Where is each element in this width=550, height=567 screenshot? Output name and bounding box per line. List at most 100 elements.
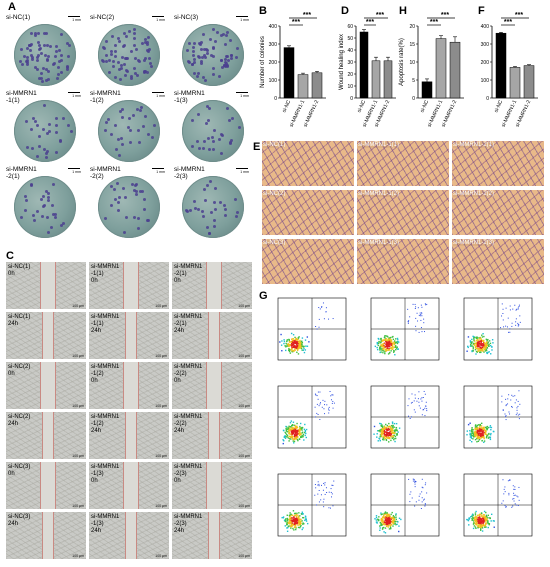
- significance-label: ***: [366, 19, 374, 26]
- event-dot: [383, 435, 386, 437]
- y-tick-label: 200: [481, 60, 490, 66]
- event-dot: [396, 346, 399, 348]
- significance-label: ***: [504, 19, 512, 26]
- event-dot: [414, 411, 416, 413]
- event-dot: [290, 523, 292, 526]
- event-dot: [480, 524, 482, 527]
- event-dot: [385, 428, 387, 430]
- event-dot: [333, 402, 335, 404]
- event-dot: [388, 347, 390, 349]
- event-dot: [478, 340, 481, 343]
- event-dot: [284, 435, 286, 437]
- event-dot: [380, 341, 382, 343]
- flow-plot: [463, 297, 533, 361]
- event-dot: [479, 519, 481, 521]
- event-dot: [482, 339, 485, 342]
- event-dot: [484, 342, 487, 345]
- event-dot: [382, 526, 385, 529]
- event-dot: [471, 433, 473, 435]
- event-dot: [296, 437, 298, 439]
- event-dot: [381, 435, 383, 437]
- event-dot: [377, 518, 380, 521]
- event-dot: [476, 438, 478, 440]
- event-dot: [293, 435, 296, 438]
- y-tick-label: 200: [269, 60, 278, 66]
- event-dot: [390, 436, 393, 438]
- event-dot: [300, 518, 302, 521]
- event-dot: [414, 397, 416, 399]
- event-dot: [395, 516, 397, 518]
- event-dot: [387, 432, 390, 434]
- event-dot: [414, 394, 416, 396]
- event-dot: [390, 339, 392, 341]
- event-dot: [375, 516, 378, 519]
- event-dot: [303, 347, 305, 350]
- wound-image-label: si-MMRN1 -2(3) 0h: [174, 464, 203, 484]
- event-dot: [472, 523, 475, 525]
- event-dot: [475, 520, 478, 522]
- event-dot: [426, 303, 428, 305]
- event-dot: [472, 342, 475, 345]
- event-dot: [283, 340, 286, 343]
- event-dot: [321, 484, 323, 486]
- event-dot: [484, 349, 487, 351]
- event-dot: [397, 341, 400, 343]
- event-dot: [301, 435, 303, 437]
- event-dot: [302, 523, 304, 525]
- event-dot: [471, 518, 474, 521]
- event-dot: [508, 492, 510, 494]
- event-dot: [386, 432, 388, 435]
- event-dot: [420, 314, 422, 316]
- event-dot: [385, 435, 387, 437]
- event-dot: [285, 349, 287, 352]
- y-axis-label: Wound healing index: [339, 34, 345, 90]
- event-dot: [380, 340, 382, 343]
- event-dot: [417, 320, 419, 322]
- event-dot: [398, 530, 400, 533]
- event-dot: [476, 336, 478, 338]
- event-dot: [288, 345, 290, 348]
- event-dot: [325, 307, 327, 309]
- event-dot: [481, 343, 484, 345]
- event-dot: [396, 342, 399, 345]
- event-dot: [479, 526, 481, 528]
- event-dot: [291, 514, 293, 517]
- event-dot: [396, 433, 398, 435]
- colony-plate-cell: si-MMRN1 -2(2) 1 mm: [90, 166, 170, 238]
- event-dot: [393, 520, 396, 523]
- event-dot: [488, 351, 490, 353]
- event-dot: [316, 403, 318, 405]
- event-dot: [293, 520, 296, 523]
- scale-bar-label: 100 μm: [72, 304, 84, 308]
- event-dot: [288, 340, 291, 343]
- event-dot: [389, 522, 391, 525]
- event-dot: [479, 428, 481, 430]
- event-dot: [481, 349, 483, 351]
- event-dot: [477, 350, 480, 352]
- event-dot: [382, 428, 384, 431]
- event-dot: [383, 522, 385, 525]
- event-dot: [475, 524, 477, 526]
- wound-image: si-NC(1) 24h 100 μm: [6, 312, 86, 359]
- event-dot: [393, 518, 395, 520]
- event-dot: [385, 433, 388, 436]
- event-dot: [393, 343, 396, 345]
- event-dot: [489, 425, 492, 427]
- event-dot: [516, 409, 518, 411]
- event-dot: [285, 346, 287, 348]
- event-dot: [476, 431, 479, 434]
- event-dot: [472, 438, 474, 440]
- event-dot: [479, 431, 481, 433]
- event-dot: [287, 427, 290, 429]
- event-dot: [473, 344, 476, 346]
- event-dot: [491, 349, 493, 351]
- event-dot: [296, 519, 298, 522]
- event-dot: [305, 428, 308, 431]
- event-dot: [421, 306, 423, 308]
- event-dot: [321, 406, 323, 408]
- event-dot: [474, 435, 477, 437]
- event-dot: [286, 521, 289, 524]
- event-dot: [297, 433, 300, 435]
- event-dot: [384, 346, 386, 348]
